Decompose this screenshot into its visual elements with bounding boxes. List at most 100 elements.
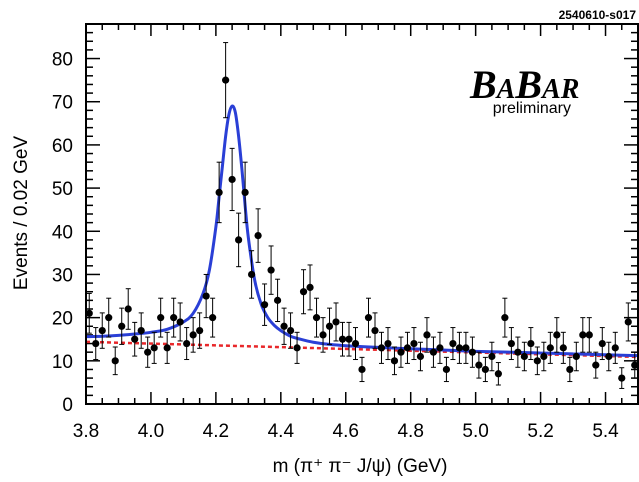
data-marker — [176, 318, 184, 326]
data-marker — [85, 309, 93, 317]
y-tick-label: 40 — [52, 222, 73, 243]
data-marker — [170, 314, 178, 322]
data-point — [481, 356, 489, 383]
data-point — [390, 346, 399, 376]
data-point — [501, 297, 509, 338]
data-point — [618, 367, 626, 389]
data-point — [358, 356, 366, 383]
data-marker — [585, 331, 593, 339]
data-point — [572, 341, 580, 372]
data-point — [170, 297, 178, 338]
data-marker — [202, 292, 210, 300]
data-marker — [533, 357, 541, 365]
x-axis-title: m (π⁺ π⁻ J/ψ) (GeV) — [273, 456, 448, 477]
data-point — [423, 317, 431, 353]
data-marker — [429, 348, 438, 356]
x-tick-label: 4.2 — [203, 421, 229, 442]
data-marker — [325, 322, 334, 330]
y-tick-label: 70 — [52, 93, 73, 114]
data-marker — [540, 352, 548, 361]
data-marker — [241, 188, 249, 197]
data-point — [124, 288, 132, 330]
y-tick-label: 50 — [52, 179, 73, 200]
x-tick-label: 4.8 — [397, 421, 423, 442]
data-point — [345, 321, 353, 357]
data-point — [332, 302, 340, 342]
data-marker — [299, 288, 308, 296]
data-marker — [436, 344, 444, 352]
data-marker — [507, 339, 515, 348]
data-point — [624, 302, 632, 342]
data-point — [241, 161, 249, 224]
y-tick-label: 30 — [52, 265, 73, 286]
data-point — [494, 362, 502, 386]
y-tick-label: 0 — [62, 395, 73, 416]
plot-frame — [85, 23, 639, 405]
data-marker — [163, 344, 171, 352]
data-point — [507, 327, 515, 361]
data-point — [98, 312, 106, 349]
data-point — [514, 336, 522, 368]
data-point — [228, 147, 236, 212]
data-marker — [222, 76, 230, 84]
data-point — [118, 307, 126, 345]
data-point — [455, 331, 464, 364]
data-point — [546, 331, 554, 364]
data-marker — [215, 188, 223, 197]
data-marker — [494, 370, 502, 378]
x-tick-label: 5.4 — [592, 421, 619, 442]
data-point — [260, 283, 269, 326]
data-point — [442, 356, 451, 383]
data-marker — [131, 335, 139, 343]
data-point — [605, 341, 613, 372]
data-marker — [514, 348, 522, 356]
data-point — [533, 346, 541, 376]
data-point — [273, 278, 282, 323]
data-marker — [475, 361, 483, 369]
data-marker — [98, 326, 106, 335]
data-point — [429, 336, 438, 368]
data-marker — [111, 357, 119, 365]
data-marker — [546, 344, 554, 352]
data-point — [222, 42, 230, 119]
data-marker — [566, 365, 574, 374]
data-point — [553, 317, 561, 353]
data-marker — [364, 314, 373, 322]
axis-tick-labels: 3.8 4.0 4.2 4.4 4.6 4.8 5.0 5.2 5.4 0 10 20 30 40 50 60… — [52, 50, 619, 442]
data-point — [611, 331, 619, 364]
data-point — [163, 331, 171, 364]
data-marker — [377, 344, 386, 352]
data-point — [397, 336, 405, 368]
data-point — [280, 307, 288, 345]
data-point — [540, 341, 548, 372]
data-marker — [520, 352, 528, 361]
data-point — [377, 331, 386, 364]
data-marker — [157, 314, 165, 322]
data-marker — [228, 175, 236, 184]
data-point — [325, 307, 334, 345]
data-marker — [189, 331, 197, 339]
y-tick-label: 10 — [52, 352, 73, 373]
data-point — [111, 346, 119, 376]
data-marker — [390, 357, 399, 365]
background-fit-line — [85, 340, 639, 359]
data-marker — [449, 339, 457, 348]
logo-letter-1: B — [469, 62, 497, 107]
svg-text:BABAR: BABAR — [469, 62, 579, 107]
data-marker — [605, 352, 613, 361]
data-marker — [286, 326, 295, 335]
data-point — [598, 327, 606, 361]
data-point — [131, 321, 139, 357]
data-point — [202, 273, 210, 319]
preliminary-label: preliminary — [493, 100, 571, 117]
data-marker — [124, 305, 132, 313]
data-marker — [118, 322, 126, 330]
data-marker — [293, 344, 301, 352]
data-marker — [183, 339, 191, 348]
data-marker — [423, 331, 431, 339]
data-point — [254, 208, 262, 263]
data-marker — [137, 326, 145, 335]
data-marker — [105, 314, 113, 322]
data-marker — [410, 339, 418, 348]
data-marker — [150, 344, 158, 352]
